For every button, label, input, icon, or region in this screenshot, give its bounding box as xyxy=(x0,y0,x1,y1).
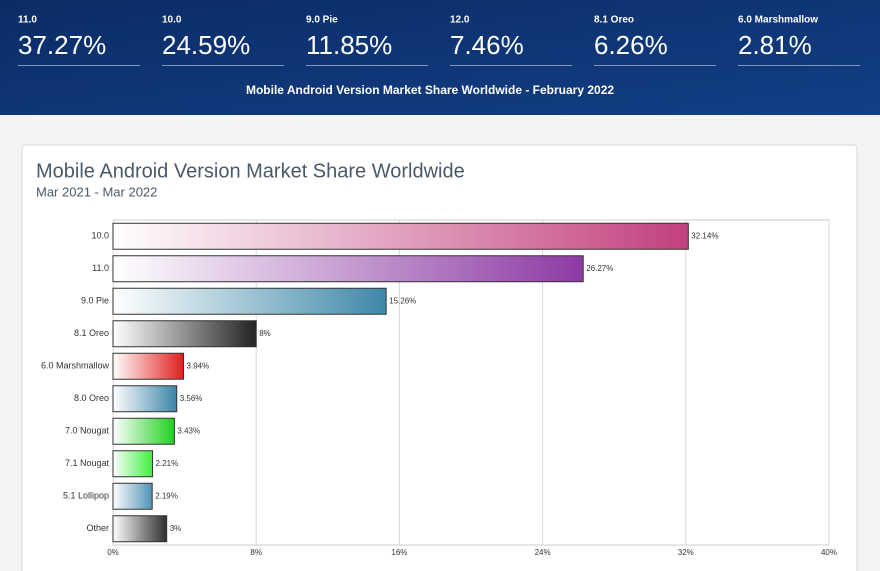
stat-name: 6.0 Marshmallow xyxy=(738,15,818,26)
value-label: 3% xyxy=(170,524,182,533)
x-tick-label: 32% xyxy=(678,548,694,557)
header-subtitle: Mobile Android Version Market Share Worl… xyxy=(246,83,614,97)
y-tick-label: 6.0 Marshmallow xyxy=(41,361,110,371)
bar xyxy=(112,515,168,543)
y-tick-label: 8.0 Oreo xyxy=(74,393,109,403)
x-tick-label: 8% xyxy=(250,548,262,557)
bar xyxy=(112,222,689,250)
chart-title: Mobile Android Version Market Share Worl… xyxy=(36,160,465,182)
stat-name: 10.0 xyxy=(162,15,182,26)
y-tick-label: 7.1 Nougat xyxy=(65,458,110,468)
stat-name: 11.0 xyxy=(18,15,37,26)
value-label: 2.21% xyxy=(156,459,179,468)
x-tick-label: 0% xyxy=(107,548,119,557)
x-tick-label: 16% xyxy=(391,548,407,557)
stat-value: 6.26% xyxy=(594,30,668,60)
stat-value: 11.85% xyxy=(306,30,392,60)
bar xyxy=(112,385,178,413)
stat-name: 8.1 Oreo xyxy=(594,15,634,26)
stat-value: 24.59% xyxy=(162,30,250,60)
value-label: 8% xyxy=(259,329,271,338)
value-label: 3.43% xyxy=(177,426,200,435)
y-tick-label: 5.1 Lollipop xyxy=(63,491,109,501)
bar xyxy=(112,287,387,315)
chart-subtitle: Mar 2021 - Mar 2022 xyxy=(36,184,157,199)
value-label: 15.26% xyxy=(389,296,416,305)
y-tick-label: Other xyxy=(86,523,109,533)
y-tick-label: 10.0 xyxy=(91,231,109,241)
x-tick-label: 24% xyxy=(535,548,551,557)
x-tick-label: 40% xyxy=(821,548,837,557)
y-tick-label: 11.0 xyxy=(92,263,109,273)
stat-value: 7.46% xyxy=(450,30,524,60)
value-label: 3.56% xyxy=(180,394,203,403)
value-label: 2.19% xyxy=(155,491,178,500)
bar xyxy=(112,255,584,283)
y-tick-label: 7.0 Nougat xyxy=(65,426,110,436)
value-label: 32.14% xyxy=(691,231,718,240)
y-tick-label: 8.1 Oreo xyxy=(74,328,109,338)
stat-value: 2.81% xyxy=(738,30,812,60)
stat-value: 37.27% xyxy=(18,30,106,60)
bar xyxy=(112,352,185,380)
header-band xyxy=(0,0,880,115)
y-tick-label: 9.0 Pie xyxy=(81,296,109,306)
stat-name: 12.0 xyxy=(450,15,470,26)
bar xyxy=(112,320,257,348)
bar xyxy=(112,450,154,478)
value-label: 3.94% xyxy=(187,361,210,370)
stat-name: 9.0 Pie xyxy=(306,15,338,26)
bar xyxy=(112,482,153,510)
value-label: 26.27% xyxy=(586,264,613,273)
bar xyxy=(112,417,175,445)
